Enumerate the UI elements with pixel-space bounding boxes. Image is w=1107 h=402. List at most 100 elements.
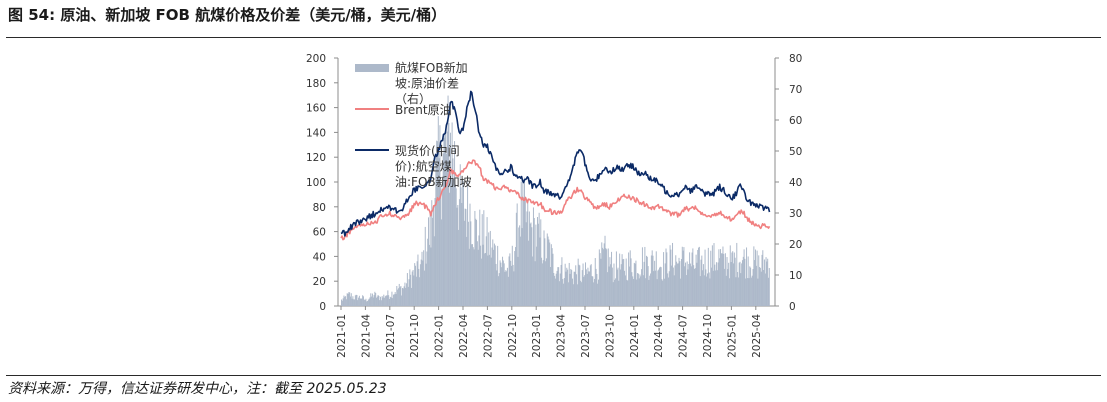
spread-bar (688, 263, 690, 306)
spread-bar (361, 298, 363, 306)
spread-bar (362, 296, 364, 306)
spread-bar (649, 275, 651, 306)
spread-bar (344, 296, 346, 306)
legend-label: 价):航空煤 (395, 159, 452, 174)
spread-bar (370, 293, 372, 306)
spread-bar (582, 263, 584, 306)
spread-bar (488, 232, 490, 306)
spread-bar (371, 296, 373, 306)
spread-bar (341, 299, 342, 306)
spread-bar (750, 277, 752, 306)
spread-bar (469, 203, 471, 306)
spread-bar (667, 277, 669, 306)
x-tick-label: 2024-10 (702, 314, 714, 358)
spread-bar (708, 272, 710, 306)
spread-bar (625, 258, 627, 306)
spread-bar (659, 267, 661, 306)
spread-bar (599, 253, 601, 306)
spread-bar (384, 297, 386, 306)
spread-bar (464, 208, 466, 306)
spread-bar (347, 293, 349, 306)
spread-bar (657, 270, 659, 306)
spread-bar (645, 278, 647, 306)
spread-bar (391, 291, 393, 306)
spread-bar (419, 277, 421, 306)
spread-bar (731, 252, 733, 306)
spread-bar (554, 278, 556, 306)
left-tick-label: 0 (319, 301, 326, 313)
spread-bar (638, 278, 640, 306)
spread-bar (479, 209, 481, 306)
left-tick-label: 80 (313, 202, 326, 214)
spread-bar (399, 287, 401, 306)
spread-bar (495, 263, 497, 306)
spread-bar (673, 275, 675, 306)
spread-bar (630, 258, 632, 306)
spread-bar (616, 269, 618, 306)
spread-bar (431, 200, 433, 306)
spread-bar (514, 251, 516, 306)
spread-bar (539, 237, 541, 306)
spread-bar (575, 265, 577, 306)
spread-bar (406, 283, 408, 306)
spread-bar (712, 270, 714, 306)
spread-bar (624, 275, 626, 306)
spread-bar (549, 242, 551, 306)
spread-bar (671, 265, 673, 306)
spread-bar (556, 270, 558, 306)
spread-bar (635, 260, 637, 306)
spread-bar (574, 271, 576, 306)
spread-bar (529, 223, 531, 306)
spread-bar (597, 283, 599, 306)
price-line-layer (340, 90, 771, 241)
spread-bar (611, 267, 613, 306)
spread-bar (371, 293, 373, 306)
spread-bar (358, 297, 360, 306)
spread-bar (611, 251, 613, 306)
spread-bar (506, 271, 508, 306)
spread-bar (662, 280, 664, 306)
spread-bar (606, 272, 608, 306)
spread-bar (562, 279, 564, 306)
spread-bar (414, 263, 416, 306)
spread-bar (542, 260, 544, 306)
spread-bar (728, 262, 730, 306)
spread-bar (520, 181, 522, 306)
spread-bar (383, 294, 385, 306)
spread-bar (624, 270, 626, 306)
spread-bar (548, 239, 550, 306)
spread-bar (619, 269, 621, 306)
spread-bar (408, 279, 410, 306)
spread-bar (515, 247, 517, 306)
spread-bar (735, 277, 737, 306)
spread-bar (455, 188, 457, 306)
spread-bar (471, 244, 473, 306)
spread-bar (375, 293, 377, 306)
spread-bar (741, 263, 743, 306)
spread-bar (715, 270, 717, 306)
spread-bar (565, 271, 567, 306)
spread-bar (698, 247, 700, 306)
spread-bar (465, 209, 467, 306)
spread-bar (677, 263, 679, 306)
spread-bar (397, 289, 399, 306)
title-divider (6, 37, 1101, 38)
spread-bar (589, 271, 591, 306)
spread-bar (727, 269, 729, 306)
spread-bar (700, 259, 702, 306)
spread-bar (392, 298, 394, 306)
spread-bar (726, 257, 728, 306)
spread-bar (684, 266, 686, 306)
spread-bar (695, 254, 697, 306)
spread-bar (447, 95, 449, 306)
right-tick-label: 70 (789, 84, 802, 96)
spread-bar (404, 282, 406, 306)
spread-bar (357, 300, 359, 306)
spread-bar (510, 265, 512, 306)
spread-bar (523, 197, 525, 306)
spread-bar (491, 247, 493, 306)
spread-bar (605, 248, 607, 306)
spread-bar (632, 276, 634, 306)
spread-bar (497, 245, 499, 306)
spread-bar (719, 258, 721, 306)
